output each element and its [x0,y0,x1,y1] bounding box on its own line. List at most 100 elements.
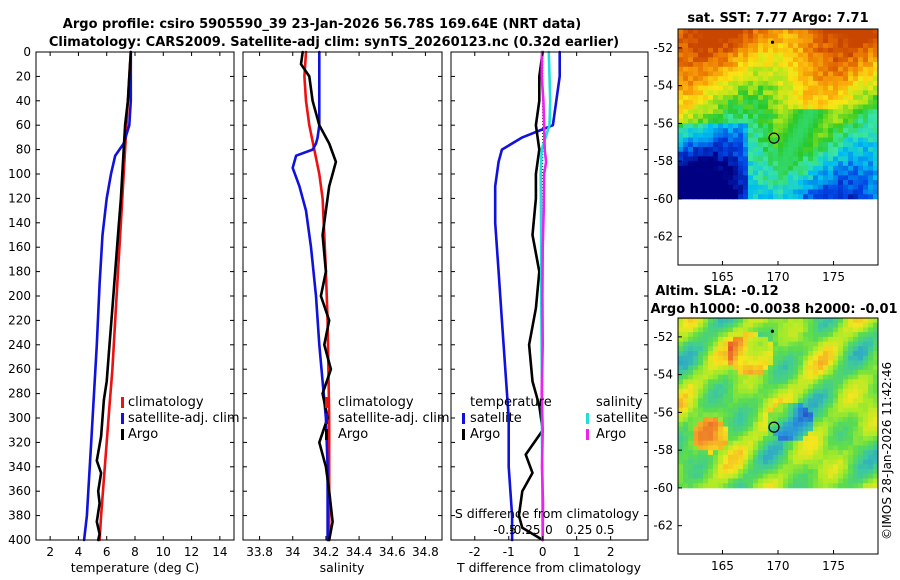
map-cell [743,109,749,115]
map-cell [678,318,684,324]
map-cell [843,142,849,148]
map-cell [688,445,694,451]
map-cell [688,85,694,91]
map-cell [798,426,804,432]
map-cell [708,469,714,475]
map-cell [733,161,739,167]
map-cell [738,327,744,333]
map-cell [788,189,794,195]
map-cell [738,336,744,342]
map-cell [813,142,819,148]
map-cell [738,483,744,489]
map-cell [803,318,809,324]
map-cell [828,322,834,328]
map-cell [718,180,724,186]
temperature-panel: 2 4 6 8 10 12 14020406080100120140160180200220… [8,45,240,575]
credit-text: ©IMOS 28-Jan-2026 11:42:46 [880,362,894,540]
map-cell [828,459,834,465]
map-cell [758,189,764,195]
map-cell [728,123,734,129]
map-cell [768,450,774,456]
map-cell [778,142,784,148]
map-cell [823,175,829,181]
map-cell [863,473,869,479]
map-cell [708,142,714,148]
map-cell [808,57,814,63]
map-cell [773,384,779,390]
map-cell [838,132,844,138]
map-cell [853,473,859,479]
map-cell [723,421,729,427]
map-cell [678,175,684,181]
map-cell [728,66,734,72]
map-cell [843,384,849,390]
map-cell [703,29,709,35]
map-cell [833,332,839,338]
map-cell [733,71,739,77]
map-cell [688,407,694,413]
map-cell [693,71,699,77]
map-cell [823,80,829,87]
map-cell [798,341,804,347]
map-cell [823,478,829,484]
map-cell [818,327,824,333]
map-cell [738,184,744,190]
map-cell [873,336,879,342]
map-cell [808,417,814,423]
map-cell [743,113,749,120]
y-tick-label: 40 [16,94,31,108]
map-cell [683,29,689,35]
map-cell [868,445,874,451]
map-cell [803,161,809,167]
map-cell [813,369,819,376]
map-cell [823,351,829,357]
map-cell [733,194,739,200]
map-cell [793,351,799,357]
map-cell [788,29,794,35]
map-cell [698,147,704,153]
map-cell [848,156,854,162]
map-cell [858,33,864,39]
map-cell [853,341,859,347]
map-cell [708,336,714,342]
map-cell [743,407,749,413]
map-cell [728,398,734,404]
map-cell [718,161,724,167]
map-cell [743,417,749,423]
map-cell [703,421,709,427]
map-cell [758,407,764,413]
map-cell [678,412,684,418]
map-cell [833,161,839,167]
map-cell [768,142,774,148]
map-cell [743,170,749,176]
map-cell [868,175,874,181]
map-cell [703,450,709,456]
map-cell [703,104,709,110]
map-cell [758,90,764,96]
map-cell [688,123,694,129]
map-cell [683,194,689,200]
map-cell [703,332,709,338]
map-cell [848,99,854,105]
map-cell [773,473,779,479]
map-cell [743,80,749,87]
map-cell [733,29,739,35]
map-cell [823,194,829,200]
map-cell [733,431,739,437]
map-cell [793,360,799,366]
map-cell [718,137,724,143]
map-cell [733,62,739,68]
x-tick-label: 34.2 [313,545,340,559]
map-cell [683,440,689,446]
map-cell [763,104,769,110]
map-cell [693,398,699,404]
map-cell [778,426,784,432]
map-cell [763,407,769,413]
map-cell [873,445,879,451]
map-cell [813,52,819,58]
map-cell [793,431,799,437]
map-cell [823,318,829,324]
map-cell [698,374,704,380]
map-cell [693,184,699,190]
map-cell [813,99,819,105]
